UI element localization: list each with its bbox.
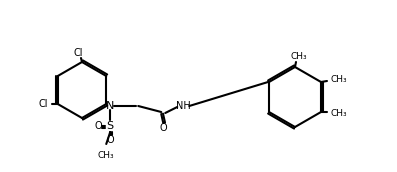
Text: O: O: [106, 135, 114, 145]
Text: O: O: [160, 123, 167, 133]
Text: CH₃: CH₃: [291, 52, 307, 61]
Text: O: O: [94, 121, 102, 131]
Text: Cl: Cl: [38, 99, 48, 109]
Text: CH₃: CH₃: [98, 151, 115, 160]
Text: S: S: [107, 121, 114, 131]
Text: CH₃: CH₃: [331, 74, 348, 83]
Text: CH₃: CH₃: [331, 110, 348, 119]
Text: N: N: [106, 101, 114, 111]
Text: Cl: Cl: [73, 48, 83, 58]
Text: NH: NH: [176, 101, 191, 111]
